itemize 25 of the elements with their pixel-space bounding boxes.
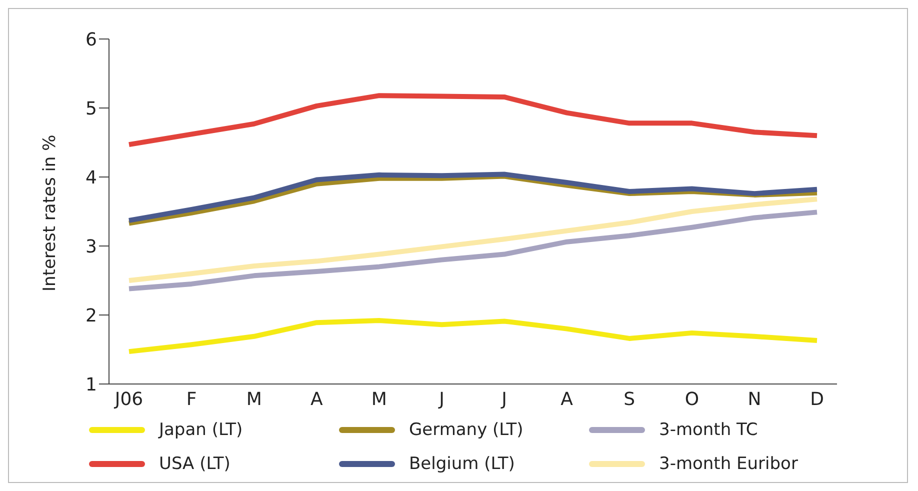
x-tick-label: J06	[114, 388, 144, 410]
y-tick-label: 3	[86, 236, 97, 258]
y-tick-label: 2	[86, 305, 97, 326]
legend-label: Belgium (LT)	[409, 454, 515, 474]
x-tick-label: J	[500, 388, 507, 410]
legend-label: Germany (LT)	[409, 420, 524, 440]
legend-label: 3-month TC	[659, 420, 758, 440]
x-tick-label: F	[186, 388, 197, 410]
y-tick-label: 1	[86, 374, 97, 396]
x-tick-label: N	[748, 388, 762, 410]
y-axis-title: Interest rates in %	[40, 134, 60, 292]
legend-label: 3-month Euribor	[659, 454, 798, 474]
x-tick-label: S	[624, 388, 636, 410]
y-tick-label: 4	[86, 167, 97, 188]
x-tick-label: A	[560, 388, 574, 410]
x-tick-label: M	[371, 388, 387, 410]
y-tick-label: 5	[86, 98, 97, 120]
x-tick-label: A	[310, 388, 324, 410]
x-tick-label: D	[810, 388, 824, 410]
y-tick-label: 6	[86, 29, 97, 50]
x-tick-label: O	[684, 388, 699, 410]
legend-label: Japan (LT)	[159, 420, 243, 440]
legend-label: USA (LT)	[159, 454, 230, 474]
x-tick-label: J	[438, 388, 444, 410]
x-tick-label: M	[246, 388, 262, 410]
